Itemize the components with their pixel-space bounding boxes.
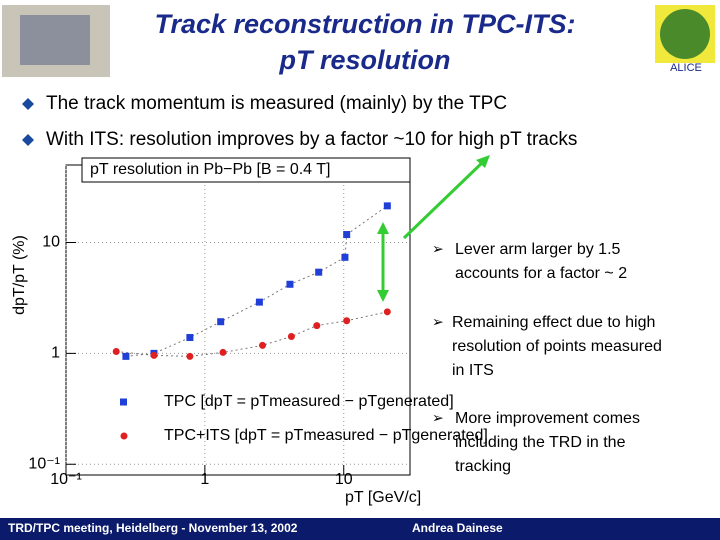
series-line — [116, 311, 388, 357]
event-image-detail — [660, 9, 710, 59]
data-point — [186, 352, 194, 360]
note-text: More improvement comes — [455, 410, 640, 427]
bullet-icon — [22, 98, 34, 110]
data-point — [313, 322, 321, 330]
x-tick-label: 10⁻¹ — [50, 471, 82, 488]
y-tick-label: 10⁻¹ — [28, 455, 60, 472]
legend-label: TPC [dpT = pTmeasured − pTgenerated] — [164, 393, 454, 410]
x-tick-label: 10 — [335, 471, 353, 488]
footer-bar — [0, 518, 720, 540]
data-point — [255, 298, 263, 306]
logo-text: ALICE — [670, 62, 702, 74]
legend-marker — [120, 432, 128, 440]
slide-title: Track reconstruction in TPC-ITS: — [154, 9, 575, 39]
slide-title: pT resolution — [279, 45, 451, 75]
data-point — [341, 253, 349, 261]
data-point — [150, 351, 158, 359]
plot: 10⁻¹ 1 10 10⁻¹ 1 10 pT resolution in Pb−Pb [B … — [11, 157, 488, 506]
data-point — [383, 308, 391, 316]
legend-marker — [120, 398, 127, 406]
arrow-head — [476, 155, 490, 168]
footer-left: TRD/TPC meeting, Heidelberg - November 1… — [8, 521, 298, 535]
data-point — [258, 341, 266, 349]
bullet-text: The track momentum is measured (mainly) … — [46, 93, 507, 114]
note-text: accounts for a factor ~ 2 — [455, 265, 627, 282]
data-point — [219, 348, 227, 356]
data-point — [186, 334, 194, 342]
note-text: including the TRD in the — [455, 434, 626, 451]
x-axis-label: pT [GeV/c] — [345, 489, 421, 506]
y-tick-label: 1 — [51, 345, 60, 362]
chart-title-box — [81, 157, 411, 183]
note-arrow: ➢ — [432, 410, 444, 426]
arrow-head — [377, 222, 389, 234]
note-text: Lever arm larger by 1.5 — [455, 241, 621, 258]
footer-right: Andrea Dainese — [412, 521, 503, 535]
bullet-text: With ITS: resolution improves by a facto… — [46, 129, 577, 150]
note-arrow: ➢ — [432, 314, 444, 330]
data-point — [343, 317, 351, 325]
data-point — [287, 332, 295, 340]
chart-title: pT resolution in Pb−Pb [B = 0.4 T] — [90, 161, 330, 178]
data-point — [343, 231, 351, 239]
note-text: tracking — [455, 458, 511, 475]
series-line — [125, 205, 388, 357]
note-arrow: ➢ — [432, 241, 444, 257]
y-tick-label: 10 — [42, 234, 60, 251]
note-text: Remaining effect due to high — [452, 314, 655, 331]
note-text: in ITS — [452, 362, 494, 379]
data-point — [315, 268, 323, 276]
y-axis-label: dpT/pT (%) — [11, 235, 28, 315]
data-point — [286, 280, 294, 288]
notes: ➢ Lever arm larger by 1.5 accounts for a f… — [432, 241, 662, 476]
note-text: resolution of points measured — [452, 338, 662, 355]
x-tick-label: 1 — [200, 471, 209, 488]
legend-label: TPC+ITS [dpT = pTmeasured − pTgenerated] — [164, 427, 488, 444]
data-point — [112, 347, 120, 355]
detector-image-detail — [20, 15, 90, 65]
arrow — [402, 158, 487, 240]
data-point — [122, 352, 130, 360]
data-point — [217, 318, 225, 326]
bullet-icon — [22, 134, 34, 146]
arrow-head — [377, 290, 389, 302]
data-point — [383, 202, 391, 210]
